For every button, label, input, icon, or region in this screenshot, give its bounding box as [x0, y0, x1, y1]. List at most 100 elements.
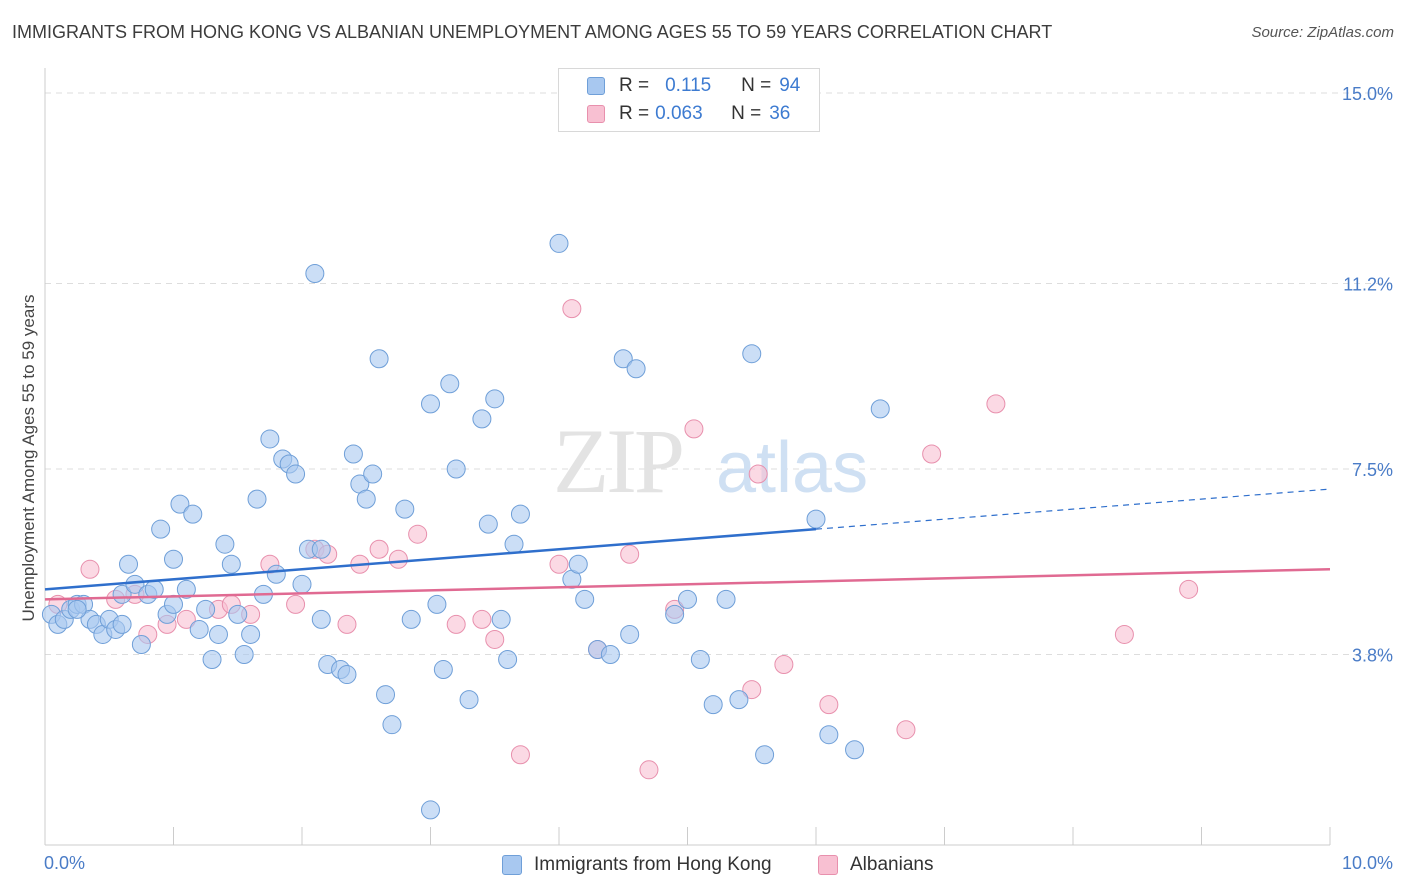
- legend-r-value: 0.115: [665, 75, 712, 96]
- albanians-point: [337, 614, 357, 634]
- hong-kong-point: [755, 745, 775, 765]
- hong-kong-point: [819, 725, 839, 745]
- albanians-point: [408, 524, 428, 544]
- albanians-point: [562, 299, 582, 319]
- hong-kong-point: [311, 539, 331, 559]
- albanians-point: [819, 695, 839, 715]
- hong-kong-point: [112, 614, 132, 634]
- hong-kong-point: [626, 359, 646, 379]
- hong-kong-point: [491, 609, 511, 629]
- albanians-point: [176, 609, 196, 629]
- trend-lines: [44, 488, 1331, 601]
- y-tick-labels: 3.8% 7.5% 11.2% 15.0%: [1342, 84, 1393, 665]
- legend-n-value: 36: [769, 103, 791, 124]
- hong-kong-point: [119, 554, 139, 574]
- legend-r-label: R =: [619, 103, 650, 124]
- hong-kong-trend-line: [44, 527, 817, 591]
- albanians-point: [286, 594, 306, 614]
- watermark-atlas: atlas: [716, 428, 868, 508]
- hong-kong-point: [183, 504, 203, 524]
- legend-row-albanians: R = 0.063 N = 36: [587, 101, 790, 127]
- hong-kong-point: [459, 690, 479, 710]
- hong-kong-point: [690, 650, 710, 670]
- hong-kong-point: [286, 464, 306, 484]
- hong-kong-point: [382, 715, 402, 735]
- hong-kong-point: [164, 549, 183, 569]
- hong-kong-point: [266, 564, 286, 584]
- albanians-point: [369, 539, 389, 559]
- hong-kong-point: [131, 634, 151, 654]
- hong-kong-point: [478, 514, 498, 534]
- hong-kong-trend-extension: [815, 488, 1331, 530]
- legend-n-value: 94: [779, 75, 801, 96]
- hong-kong-point: [395, 499, 415, 519]
- hong-kong-point: [337, 665, 357, 685]
- bottom-legend-swatch-blue: [502, 855, 522, 875]
- albanians-point: [684, 419, 704, 439]
- hong-kong-point: [498, 650, 518, 670]
- y-tick-label: 11.2%: [1343, 275, 1393, 295]
- x-tick-label: 0.0%: [44, 853, 85, 873]
- hong-kong-point: [806, 509, 826, 529]
- x-tick-label: 10.0%: [1342, 853, 1393, 873]
- albanians-point: [485, 629, 505, 649]
- legend-row-hong-kong: R = 0.115 N = 94: [587, 73, 800, 99]
- hong-kong-point: [845, 740, 865, 760]
- hong-kong-point: [440, 374, 460, 394]
- hong-kong-point: [311, 609, 331, 629]
- hong-kong-point: [427, 594, 447, 614]
- hong-kong-point: [292, 574, 312, 594]
- hong-kong-point: [870, 399, 890, 419]
- hong-kong-point: [215, 534, 235, 554]
- bottom-legend-hong-kong: Immigrants from Hong Kong: [502, 852, 772, 878]
- hong-kong-point: [363, 464, 383, 484]
- hong-kong-point: [343, 444, 363, 464]
- hong-kong-point: [221, 554, 241, 574]
- albanians-point: [472, 609, 492, 629]
- albanians-point: [1114, 624, 1134, 644]
- y-tick-label: 3.8%: [1352, 646, 1393, 666]
- hong-kong-point: [433, 660, 453, 680]
- albanians-point: [620, 544, 640, 564]
- albanians-point: [549, 554, 569, 574]
- watermark: ZIP atlas: [553, 410, 868, 512]
- y-tick-label: 15.0%: [1342, 84, 1393, 104]
- hong-kong-point: [678, 589, 697, 609]
- albanians-point: [639, 760, 659, 780]
- hong-kong-point: [305, 264, 325, 284]
- hong-kong-point: [401, 609, 421, 629]
- hong-kong-point: [67, 599, 87, 619]
- hong-kong-point: [620, 624, 640, 644]
- x-tick-labels: 0.0% 10.0%: [44, 853, 1393, 873]
- albanians-point: [922, 444, 942, 464]
- albanians-trend-line: [44, 568, 1331, 601]
- hong-kong-point: [485, 389, 505, 409]
- hong-kong-point: [356, 489, 376, 509]
- hong-kong-point: [446, 459, 466, 479]
- hong-kong-point: [716, 589, 736, 609]
- hong-kong-point: [510, 504, 530, 524]
- chart-title: IMMIGRANTS FROM HONG KONG VS ALBANIAN UN…: [12, 22, 1053, 42]
- hong-kong-point: [376, 685, 396, 705]
- hong-kong-point: [202, 650, 222, 670]
- hong-kong-point: [742, 344, 762, 364]
- albanians-point: [510, 745, 530, 765]
- albanians-point: [388, 549, 408, 569]
- hong-kong-point: [703, 695, 723, 715]
- legend-swatch-blue: [587, 77, 605, 95]
- hong-kong-point: [164, 594, 183, 614]
- correlation-legend: R = 0.115 N = 94 R = 0.063 N = 36: [558, 68, 820, 132]
- hong-kong-point: [176, 579, 196, 599]
- watermark-zip: ZIP: [553, 410, 682, 512]
- albanians-point: [774, 655, 794, 675]
- hong-kong-point: [575, 589, 595, 609]
- hong-kong-point: [549, 233, 569, 253]
- hong-kong-point: [568, 554, 588, 574]
- source-label: Source: ZipAtlas.com: [1251, 24, 1394, 41]
- hong-kong-point: [151, 519, 171, 539]
- hong-kong-point: [600, 645, 620, 665]
- hong-kong-point: [613, 349, 633, 369]
- hong-kong-point: [170, 494, 190, 514]
- albanians-point: [1179, 579, 1199, 599]
- legend-swatch-pink: [587, 105, 605, 123]
